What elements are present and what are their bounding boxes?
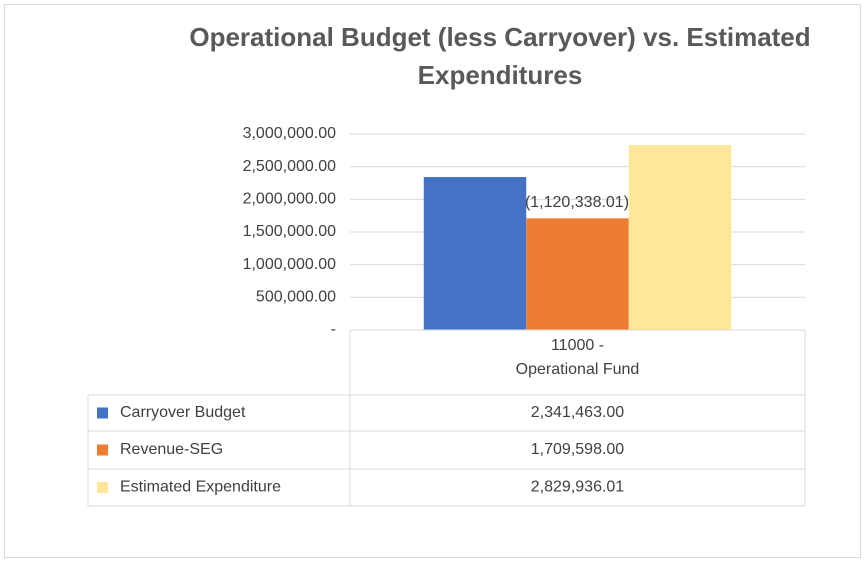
legend-label: Revenue-SEG bbox=[120, 441, 223, 458]
y-tick-label: 3,000,000.00 bbox=[243, 125, 337, 142]
y-tick-label: 2,000,000.00 bbox=[243, 191, 337, 208]
bar bbox=[423, 177, 527, 330]
category-label: 11000 - Operational Fund bbox=[515, 337, 640, 378]
bar bbox=[628, 145, 732, 330]
legend-label: Estimated Expenditure bbox=[120, 479, 281, 496]
legend-label: Carryover Budget bbox=[120, 404, 246, 421]
legend-key bbox=[97, 444, 108, 456]
legend-key bbox=[97, 407, 108, 419]
legend-key bbox=[97, 482, 108, 493]
table-value: 2,341,463.00 bbox=[531, 404, 625, 421]
bar bbox=[526, 218, 629, 330]
y-tick-label: 500,000.00 bbox=[256, 289, 336, 306]
y-tick-label: 1,000,000.00 bbox=[243, 256, 337, 273]
y-tick-label: 2,500,000.00 bbox=[243, 158, 337, 175]
annotation: (1,120,338.01) bbox=[525, 194, 629, 211]
table-value: 2,829,936.01 bbox=[531, 479, 625, 496]
chart-title: Operational Budget (less Carryover) vs. … bbox=[189, 22, 811, 90]
y-tick-label: - bbox=[331, 321, 336, 338]
y-tick-label: 1,500,000.00 bbox=[243, 223, 337, 240]
table-value: 1,709,598.00 bbox=[531, 441, 625, 458]
